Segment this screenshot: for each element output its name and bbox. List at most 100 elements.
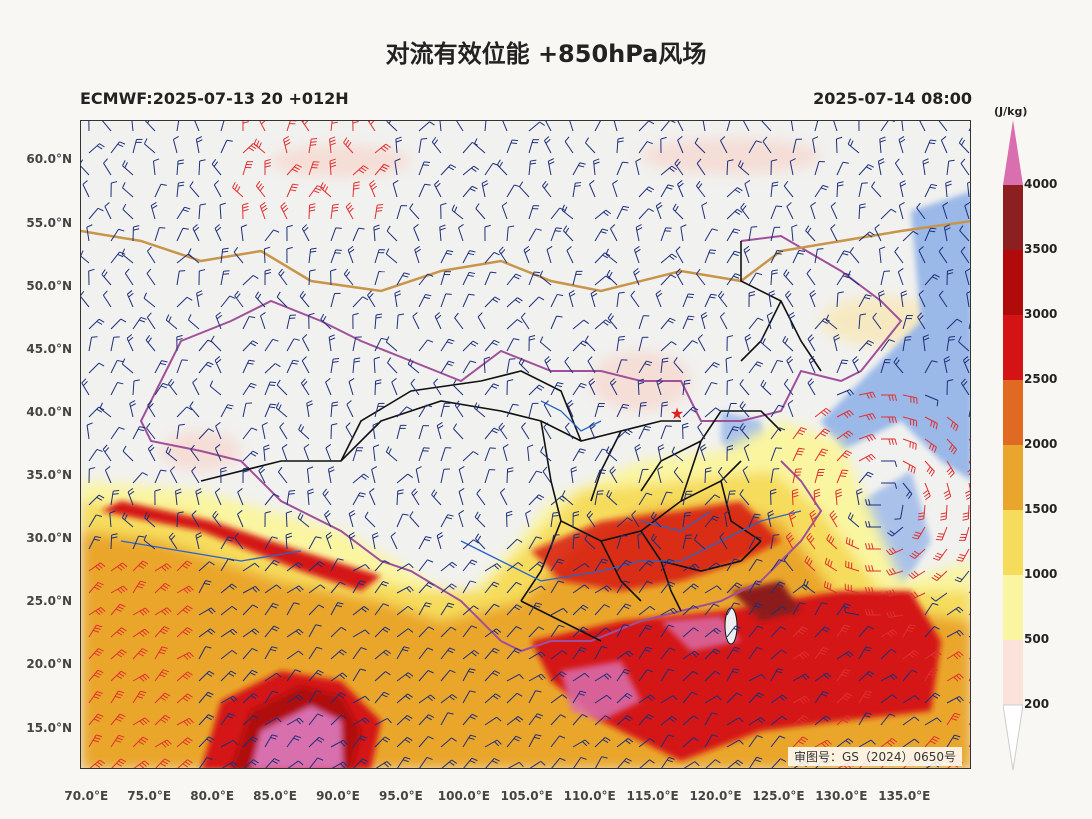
wind-barb-feather bbox=[947, 272, 954, 275]
wind-barb-feather bbox=[657, 380, 664, 386]
wind-barb-feather bbox=[841, 472, 848, 475]
wind-barb-feather bbox=[436, 422, 443, 426]
wind-barb bbox=[81, 255, 90, 264]
wind-barb-feather bbox=[936, 717, 942, 723]
wind-barb bbox=[329, 161, 332, 176]
wind-barb bbox=[132, 673, 146, 682]
wind-barb-feather bbox=[412, 312, 418, 317]
wind-barb-feather bbox=[836, 136, 843, 140]
wind-barb-feather bbox=[81, 250, 84, 257]
wind-barb bbox=[528, 271, 535, 286]
wind-barb-feather bbox=[584, 335, 589, 342]
wind-barb-feather bbox=[844, 603, 851, 607]
wind-barb-feather bbox=[232, 739, 238, 746]
wind-barb-feather bbox=[622, 403, 630, 406]
wind-barb-feather bbox=[841, 673, 848, 677]
wind-barb bbox=[682, 627, 694, 638]
wind-barb bbox=[374, 271, 380, 286]
wind-barb bbox=[946, 161, 950, 176]
wind-barb-feather bbox=[150, 202, 157, 206]
wind-barb-feather bbox=[770, 488, 777, 492]
wind-barb-feather bbox=[952, 423, 957, 430]
wind-barb-feather bbox=[369, 180, 375, 185]
wind-barb-feather bbox=[694, 534, 698, 540]
wind-barb-feather bbox=[786, 293, 792, 299]
wind-barb bbox=[814, 469, 820, 484]
wind-barb-feather bbox=[162, 694, 169, 699]
wind-barb-feather bbox=[160, 587, 167, 592]
wind-barb bbox=[330, 359, 334, 374]
wind-barb-feather bbox=[361, 735, 368, 739]
wind-barb-feather bbox=[540, 651, 546, 657]
wind-barb bbox=[594, 646, 602, 660]
wind-barb-feather bbox=[584, 563, 590, 568]
wind-barb-feather bbox=[160, 469, 167, 472]
wind-barb-feather bbox=[187, 627, 193, 632]
wind-barb-feather bbox=[648, 121, 655, 125]
wind-barb-feather bbox=[930, 420, 933, 427]
wind-barb-feather bbox=[690, 408, 697, 413]
wind-barb-feather bbox=[779, 581, 786, 585]
wind-barb-feather bbox=[888, 568, 894, 575]
wind-barb-feather bbox=[276, 584, 282, 590]
wind-barb bbox=[938, 121, 948, 132]
wind-barb-feather bbox=[257, 183, 263, 189]
wind-barb-feather bbox=[309, 209, 316, 212]
wind-barb-feather bbox=[938, 290, 944, 296]
wind-barb-feather bbox=[672, 607, 678, 613]
wind-barb-feather bbox=[694, 563, 700, 569]
wind-barb-feather bbox=[313, 190, 320, 194]
wind-barb-feather bbox=[137, 428, 145, 432]
wind-barb-feather bbox=[494, 296, 501, 301]
wind-barb-feather bbox=[412, 490, 418, 497]
wind-barb-feather bbox=[187, 314, 192, 321]
wind-barb-feather bbox=[252, 604, 259, 609]
wind-barb-feather bbox=[955, 608, 961, 614]
wind-barb bbox=[506, 673, 520, 682]
wind-barb-feather bbox=[672, 695, 678, 701]
wind-barb bbox=[88, 536, 96, 550]
wind-barb-feather bbox=[102, 290, 108, 296]
wind-barb-feather bbox=[767, 510, 774, 514]
wind-barb-feather bbox=[406, 736, 413, 741]
wind-barb-feather bbox=[843, 434, 849, 439]
wind-barb bbox=[352, 735, 362, 748]
wind-barb-feather bbox=[335, 227, 342, 229]
wind-barb-feather bbox=[296, 587, 302, 592]
wind-barb-feather bbox=[958, 651, 964, 657]
wind-barb-feather bbox=[693, 737, 699, 742]
wind-barb-feather bbox=[669, 317, 676, 322]
wind-barb-feather bbox=[813, 488, 821, 492]
wind-barb bbox=[396, 563, 410, 572]
wind-barb bbox=[704, 627, 717, 638]
wind-barb bbox=[880, 339, 890, 352]
wind-barb-feather bbox=[293, 338, 300, 341]
wind-barb bbox=[550, 694, 563, 704]
wind-barb bbox=[902, 230, 914, 242]
wind-barb-feather bbox=[325, 444, 332, 449]
wind-barb-feather bbox=[450, 626, 457, 631]
wind-barb bbox=[196, 293, 200, 308]
wind-barb bbox=[573, 757, 582, 768]
colorbar-segment bbox=[1003, 510, 1023, 575]
wind-barb-feather bbox=[599, 469, 606, 472]
wind-barb bbox=[616, 429, 628, 440]
wind-barb-feather bbox=[160, 696, 166, 701]
wind-barb bbox=[264, 229, 274, 242]
wind-barb bbox=[655, 293, 662, 308]
wind-barb-feather bbox=[950, 446, 955, 453]
wind-barb-feather bbox=[713, 629, 719, 635]
wind-barb-feather bbox=[940, 512, 947, 515]
wind-barb-feather bbox=[315, 624, 322, 627]
wind-barb-feather bbox=[922, 334, 929, 338]
wind-barb bbox=[924, 274, 935, 286]
wind-barb bbox=[242, 450, 254, 462]
wind-barb-feather bbox=[382, 628, 389, 633]
wind-barb-feather bbox=[179, 270, 186, 272]
wind-barb-feather bbox=[128, 292, 134, 298]
wind-barb bbox=[726, 208, 738, 220]
wind-barb-feather bbox=[338, 694, 344, 699]
wind-barb-feather bbox=[870, 739, 876, 745]
wind-barb bbox=[440, 626, 452, 638]
wind-barb bbox=[616, 161, 623, 176]
